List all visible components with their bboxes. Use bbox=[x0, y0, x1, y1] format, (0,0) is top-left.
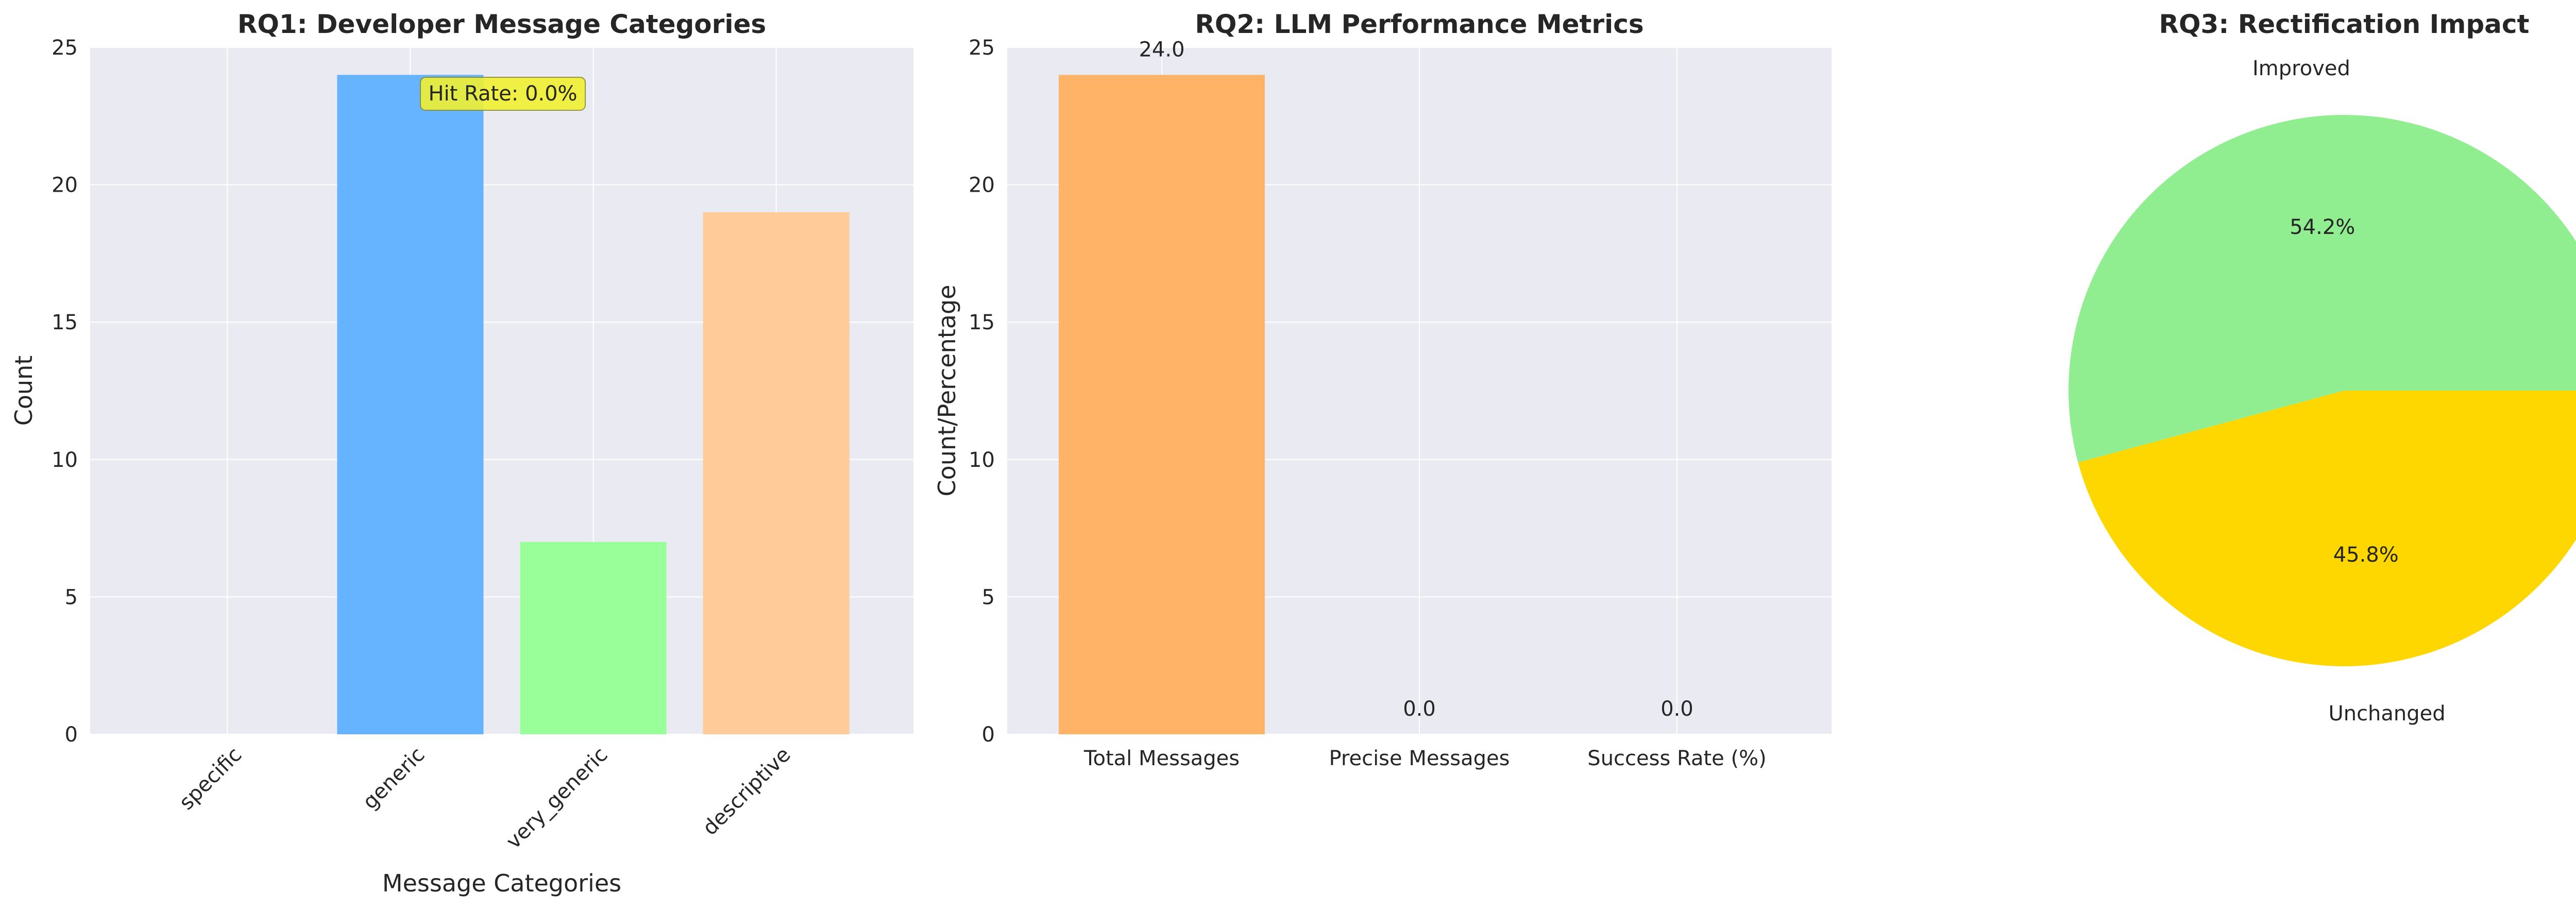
chart-title-rq3: RQ3: Rectification Impact bbox=[2159, 9, 2530, 39]
y-tick-label: 20 bbox=[969, 174, 995, 197]
y-tick-label: 10 bbox=[969, 448, 995, 472]
x-tick-label: Total Messages bbox=[1083, 747, 1240, 770]
y-ticks-rq1: 0 5 10 15 20 25 bbox=[52, 36, 78, 747]
y-ticks-rq2: 0 5 10 15 20 25 bbox=[969, 36, 995, 747]
value-labels-rq2: 24.0 0.0 0.0 bbox=[1139, 38, 1693, 721]
chart-rq3: Improved 54.2% Unchanged 45.8% RQ3: Rectifi… bbox=[2069, 9, 2576, 726]
x-ticks-rq2: Total Messages Precise Messages Success Ra… bbox=[1083, 747, 1767, 770]
pie-slices-rq3 bbox=[2069, 115, 2576, 666]
x-axis-label-rq1: Message Categories bbox=[382, 869, 621, 897]
pie-label-improved: Improved bbox=[2252, 57, 2350, 80]
pie-slice-improved bbox=[2069, 115, 2576, 463]
x-ticks-rq1: specific generic very_generic descriptive bbox=[175, 743, 795, 854]
bar-total-messages bbox=[1059, 75, 1265, 734]
pie-labels-rq3: Improved 54.2% Unchanged 45.8% bbox=[2252, 57, 2446, 726]
bars-rq1 bbox=[337, 75, 850, 734]
y-tick-label: 0 bbox=[65, 723, 78, 747]
value-label: 0.0 bbox=[1660, 697, 1693, 721]
x-tick-label: very_generic bbox=[502, 743, 613, 854]
pie-pct-improved: 54.2% bbox=[2290, 215, 2355, 239]
y-tick-label: 15 bbox=[969, 311, 995, 334]
x-tick-label: Success Rate (%) bbox=[1587, 747, 1766, 770]
hit-rate-annotation: Hit Rate: 0.0% bbox=[420, 77, 586, 111]
x-tick-label: descriptive bbox=[698, 743, 795, 840]
value-label: 24.0 bbox=[1139, 38, 1184, 61]
x-tick-label: generic bbox=[358, 743, 429, 814]
y-tick-label: 10 bbox=[52, 448, 78, 472]
pie-label-unchanged: Unchanged bbox=[2328, 702, 2445, 726]
value-label: 0.0 bbox=[1403, 697, 1436, 721]
pie-pct-unchanged: 45.8% bbox=[2333, 543, 2399, 567]
bar-descriptive bbox=[703, 212, 850, 734]
y-tick-label: 15 bbox=[52, 311, 78, 334]
y-tick-label: 25 bbox=[52, 36, 78, 60]
y-tick-label: 5 bbox=[982, 585, 995, 609]
y-axis-label-rq2: Count/Percentage bbox=[933, 285, 961, 497]
y-tick-label: 5 bbox=[65, 585, 78, 609]
x-tick-label: specific bbox=[175, 743, 246, 815]
chart-title-rq1: RQ1: Developer Message Categories bbox=[238, 9, 766, 39]
bar-generic bbox=[337, 75, 484, 734]
y-tick-label: 0 bbox=[982, 723, 995, 747]
chart-rq2: 0 5 10 15 20 25 Total Messages Precise Message… bbox=[933, 9, 1832, 770]
pie-slice-unchanged bbox=[2078, 391, 2576, 666]
chart-title-rq2: RQ2: LLM Performance Metrics bbox=[1195, 9, 1643, 39]
bars-rq2 bbox=[1059, 75, 1265, 734]
chart-rq1: 0 5 10 15 20 25 specific generic very_generic de… bbox=[10, 9, 913, 897]
hit-rate-text: Hit Rate: 0.0% bbox=[428, 82, 577, 106]
bar-very-generic bbox=[520, 542, 667, 734]
y-axis-label-rq1: Count bbox=[10, 356, 38, 426]
y-tick-label: 20 bbox=[52, 174, 78, 197]
x-tick-label: Precise Messages bbox=[1329, 747, 1510, 770]
y-tick-label: 25 bbox=[969, 36, 995, 60]
